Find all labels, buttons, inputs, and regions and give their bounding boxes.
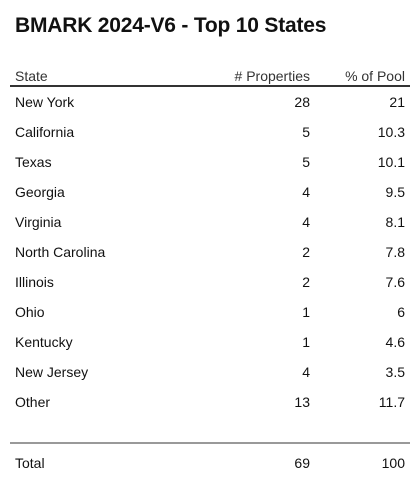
column-header-properties: # Properties [210, 62, 315, 87]
pool-percent-cell: 6 [397, 304, 405, 320]
total-properties: 69 [294, 454, 310, 471]
table-row: New York 28 21 [10, 86, 410, 117]
total-divider [10, 417, 410, 444]
properties-count-cell: 4 [302, 214, 310, 230]
properties-count-cell: 28 [294, 94, 310, 110]
table-row: California 5 10.3 [10, 117, 410, 147]
properties-count-cell: 1 [302, 304, 310, 320]
header-row: State # Properties % of Pool [10, 62, 410, 87]
state-name-cell: California [15, 124, 75, 140]
state-name-cell: Georgia [15, 184, 65, 200]
state-name-cell: New Jersey [15, 364, 89, 380]
total-divider-line [10, 417, 410, 444]
table-row: North Carolina 2 7.8 [10, 237, 410, 267]
total-row: Total 69 100 [10, 443, 410, 481]
pool-percent-cell: 11.7 [378, 394, 405, 410]
state-name-cell: Illinois [15, 274, 54, 290]
table-row: Kentucky 1 4.6 [10, 327, 410, 357]
chart-title: BMARK 2024-V6 - Top 10 States [15, 14, 327, 37]
table-row: Georgia 4 9.5 [10, 177, 410, 207]
properties-count-cell: 2 [302, 244, 310, 260]
pool-percent-cell: 10.1 [377, 154, 405, 170]
table-row: New Jersey 4 3.5 [10, 357, 410, 387]
states-table: State # Properties % of Pool New York 28 2… [10, 62, 410, 481]
total-pool-percent: 100 [381, 454, 405, 471]
table-row: Virginia 4 8.1 [10, 207, 410, 237]
properties-count-cell: 5 [302, 124, 310, 140]
pool-percent-cell: 7.6 [385, 274, 405, 290]
state-name-cell: Virginia [15, 214, 62, 230]
pool-percent-cell: 7.8 [385, 244, 405, 260]
state-name-cell: North Carolina [15, 244, 106, 260]
table-row: Illinois 2 7.6 [10, 267, 410, 297]
table-body: New York 28 21 California 5 10.3 Texas 5 10.1 Geo… [10, 86, 410, 481]
state-name-cell: Other [15, 394, 51, 410]
column-header-pool-percent: % of Pool [315, 62, 410, 87]
total-label: Total [15, 454, 45, 471]
pool-percent-cell: 8.1 [385, 214, 405, 230]
state-name-cell: Texas [15, 154, 52, 170]
pool-percent-cell: 9.5 [385, 184, 405, 200]
properties-count-cell: 2 [302, 274, 310, 290]
pool-percent-cell: 3.5 [385, 364, 405, 380]
properties-count-cell: 5 [302, 154, 310, 170]
properties-count-cell: 4 [302, 364, 310, 380]
properties-count-cell: 1 [302, 334, 310, 350]
table-row: Ohio 1 6 [10, 297, 410, 327]
pool-percent-cell: 4.6 [385, 334, 405, 350]
pool-percent-cell: 10.3 [377, 124, 405, 140]
table-row: Texas 5 10.1 [10, 147, 410, 177]
properties-count-cell: 4 [302, 184, 310, 200]
properties-count-cell: 13 [294, 394, 310, 410]
state-name-cell: Kentucky [15, 334, 73, 350]
state-name-cell: New York [15, 94, 75, 110]
pool-percent-cell: 21 [389, 94, 405, 110]
state-name-cell: Ohio [15, 304, 45, 320]
column-header-state: State [10, 62, 210, 87]
table-row: Other 13 11.7 [10, 387, 410, 417]
